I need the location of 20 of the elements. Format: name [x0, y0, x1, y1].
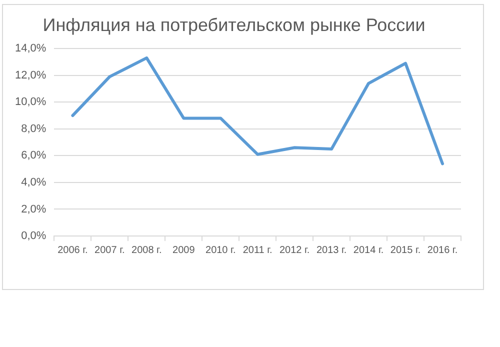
- y-tick-label: 2,0%: [21, 203, 46, 216]
- x-tick-label: 2007 г.: [94, 244, 125, 256]
- x-tick-label: 2013 г.: [316, 244, 347, 256]
- x-tick-label: 2011 г.: [242, 244, 272, 256]
- x-tick-label: 2015 г.: [390, 244, 421, 256]
- x-tick-label: 2010 г.: [205, 244, 236, 256]
- x-tick-label: 2006 г.: [58, 244, 88, 256]
- y-tick-label: 6,0%: [21, 150, 46, 162]
- x-tick-label: 2014 г.: [353, 244, 384, 256]
- y-tick-label: 12,0%: [14, 69, 46, 82]
- y-tick-label: 4,0%: [21, 176, 46, 188]
- y-tick-label: 10,0%: [14, 96, 46, 108]
- chart-title: Инфляция на потребительском рынке России: [42, 14, 426, 35]
- x-tick-label: 2012 г.: [279, 244, 310, 256]
- x-tick-label: 2008 г.: [132, 244, 162, 256]
- y-tick-label: 8,0%: [21, 122, 46, 135]
- x-tick-label: 2016 г.: [427, 244, 458, 256]
- y-tick-label: 0,0%: [21, 230, 46, 242]
- y-tick-label: 14,0%: [14, 42, 46, 55]
- x-tick-label: 2009: [172, 244, 196, 256]
